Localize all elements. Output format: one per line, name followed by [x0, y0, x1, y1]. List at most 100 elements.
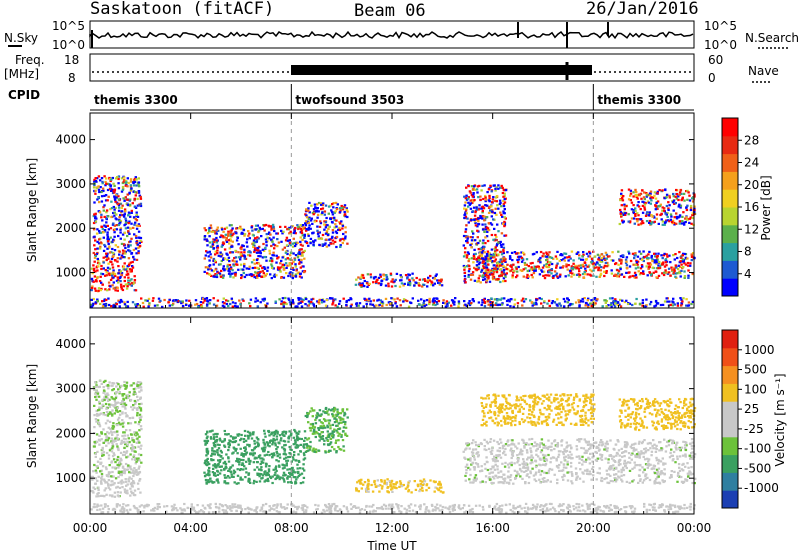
vel-data-cell — [139, 491, 142, 494]
power-data-cell — [229, 234, 232, 237]
power-data-cell — [428, 279, 431, 282]
vel-data-cell — [134, 402, 137, 406]
vel-data-cell — [104, 433, 107, 436]
power-data-cell — [688, 194, 691, 197]
power-data-cell — [427, 276, 430, 279]
power-data-cell — [463, 300, 466, 303]
power-data-cell — [466, 197, 470, 200]
power-data-cell — [558, 259, 561, 262]
power-data-cell — [486, 254, 489, 257]
power-data-cell — [226, 258, 229, 261]
power-data-cell — [465, 240, 468, 243]
vel-data-cell — [330, 434, 334, 437]
power-data-cell — [382, 274, 386, 277]
vel-data-cell — [206, 457, 209, 460]
power-data-cell — [472, 257, 476, 260]
power-data-cell — [300, 276, 303, 279]
power-data-cell — [369, 300, 372, 303]
vel-data-cell — [258, 480, 262, 483]
power-data-cell — [475, 243, 478, 246]
power-data-cell — [355, 304, 359, 307]
power-data-cell — [494, 258, 497, 261]
power-data-cell — [661, 206, 664, 209]
power-data-cell — [92, 269, 96, 272]
power-data-cell — [132, 216, 136, 219]
power-data-cell — [624, 213, 627, 216]
vel-data-cell — [133, 472, 136, 475]
power-data-cell — [216, 249, 219, 252]
power-data-cell — [680, 192, 683, 195]
vel-data-cell — [297, 432, 300, 435]
nave-tick-top: 60 — [708, 53, 723, 67]
power-data-cell — [500, 205, 503, 208]
power-data-cell — [135, 224, 139, 227]
vel-data-cell — [252, 461, 255, 464]
power-data-cell — [108, 267, 112, 270]
power-data-cell — [634, 273, 638, 277]
vel-data-cell — [136, 384, 139, 388]
power-data-cell — [655, 261, 658, 264]
power-data-cell — [320, 237, 324, 240]
vel-data-cell — [286, 468, 289, 471]
power-data-cell — [625, 264, 629, 267]
vel-data-cell — [110, 441, 114, 444]
power-data-cell — [256, 236, 259, 239]
power-data-cell — [674, 272, 678, 275]
power-data-cell — [645, 211, 649, 214]
power-data-cell — [130, 270, 133, 273]
power-data-cell — [492, 278, 495, 281]
power-data-cell — [641, 299, 645, 302]
power-data-cell — [317, 231, 320, 234]
power-data-cell — [128, 203, 132, 206]
power-data-cell — [387, 301, 391, 304]
power-data-cell — [223, 305, 226, 308]
power-data-cell — [360, 284, 363, 287]
vel-data-cell — [254, 456, 257, 459]
power-data-cell — [675, 193, 679, 196]
vel-data-cell — [206, 461, 210, 464]
power-data-cell — [614, 298, 617, 301]
power-data-cell — [111, 255, 114, 259]
vel-data-cell — [218, 472, 222, 475]
power-data-cell — [684, 220, 687, 224]
power-data-cell — [540, 269, 543, 272]
power-data-cell — [484, 228, 487, 231]
power-data-cell — [511, 274, 514, 277]
power-data-cell — [473, 185, 476, 188]
power-data-cell — [271, 266, 274, 269]
power-data-cell — [501, 186, 504, 189]
power-data-cell — [495, 200, 498, 203]
power-data-cell — [440, 278, 443, 281]
power-data-cell — [623, 203, 626, 206]
power-data-cell — [565, 263, 568, 266]
vel-data-cell — [288, 430, 291, 433]
vel-data-cell — [115, 409, 118, 412]
power-data-cell — [225, 240, 229, 243]
vel-data-cell — [343, 423, 347, 426]
power-data-cell — [94, 212, 97, 215]
power-data-cell — [630, 208, 634, 211]
vel-data-cell — [121, 471, 124, 474]
date-title: 26/Jan/2016 — [586, 0, 699, 19]
power-data-cell — [512, 305, 515, 308]
power-data-cell — [393, 298, 396, 301]
power-data-cell — [226, 265, 229, 268]
power-data-cell — [636, 197, 639, 200]
power-data-cell — [636, 255, 640, 258]
vel-data-cell — [274, 466, 277, 469]
vel-data-cell — [137, 439, 140, 442]
vel-data-cell — [336, 408, 339, 411]
power-data-cell — [623, 208, 626, 211]
power-data-cell — [317, 210, 320, 213]
vel-data-cell — [128, 429, 132, 432]
power-data-cell — [344, 237, 347, 240]
power-data-cell — [469, 202, 472, 205]
power-data-cell — [610, 259, 613, 262]
vel-data-cell — [116, 459, 119, 462]
power-data-cell — [129, 244, 132, 247]
vel-data-cell — [278, 453, 281, 456]
power-data-cell — [478, 261, 482, 264]
vel-data-cell — [116, 491, 120, 494]
power-data-cell — [297, 252, 300, 255]
vel-data-cell — [302, 452, 306, 455]
